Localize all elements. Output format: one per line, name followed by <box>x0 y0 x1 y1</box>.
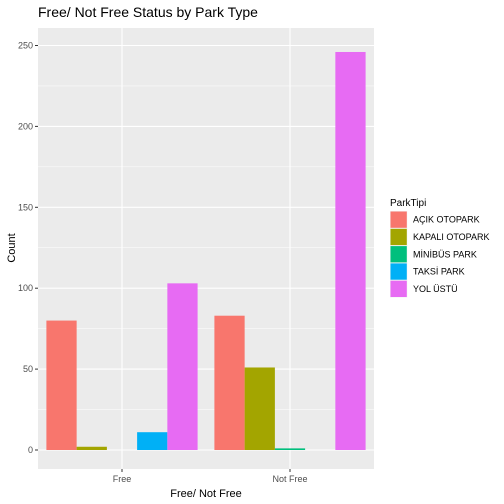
y-tick-label: 250 <box>18 41 33 51</box>
chart-title: Free/ Not Free Status by Park Type <box>38 4 258 20</box>
bar <box>274 448 306 450</box>
legend-swatch <box>390 246 407 263</box>
legend-label: TAKSİ PARK <box>413 267 465 277</box>
x-tick-label: Not Free <box>272 474 307 484</box>
y-axis: 0 50 100 150 200 250 <box>18 41 38 455</box>
legend-label: KAPALI OTOPARK <box>413 232 490 242</box>
bars <box>46 51 366 451</box>
legend-swatch <box>390 228 407 246</box>
bar <box>335 51 366 451</box>
legend-label: YOL ÜSTÜ <box>413 284 458 294</box>
x-axis-title: Free/ Not Free <box>170 488 242 500</box>
y-tick-label: 0 <box>28 445 33 455</box>
plot-panel <box>38 28 374 469</box>
legend-swatch <box>390 280 407 297</box>
bar <box>167 283 198 450</box>
bar <box>76 446 107 450</box>
y-tick-label: 100 <box>18 283 33 293</box>
bar <box>137 432 168 450</box>
y-tick-label: 150 <box>18 202 33 212</box>
bar <box>244 367 275 450</box>
bar <box>46 320 77 450</box>
legend-title: ParkTipi <box>390 198 426 209</box>
legend: ParkTipi AÇIK OTOPARK KAPALI OTOPARK MİNİB… <box>390 198 490 298</box>
legend-swatch <box>390 211 407 228</box>
legend-label: AÇIK OTOPARK <box>413 215 480 225</box>
legend-swatch <box>390 263 407 280</box>
x-tick-label: Free <box>113 474 132 484</box>
legend-label: MİNİBÜS PARK <box>413 249 477 259</box>
y-tick-label: 50 <box>23 364 33 374</box>
x-axis: Free Not Free <box>113 469 308 484</box>
y-axis-title: Count <box>6 233 18 262</box>
bar <box>214 315 245 450</box>
y-tick-label: 200 <box>18 121 33 131</box>
